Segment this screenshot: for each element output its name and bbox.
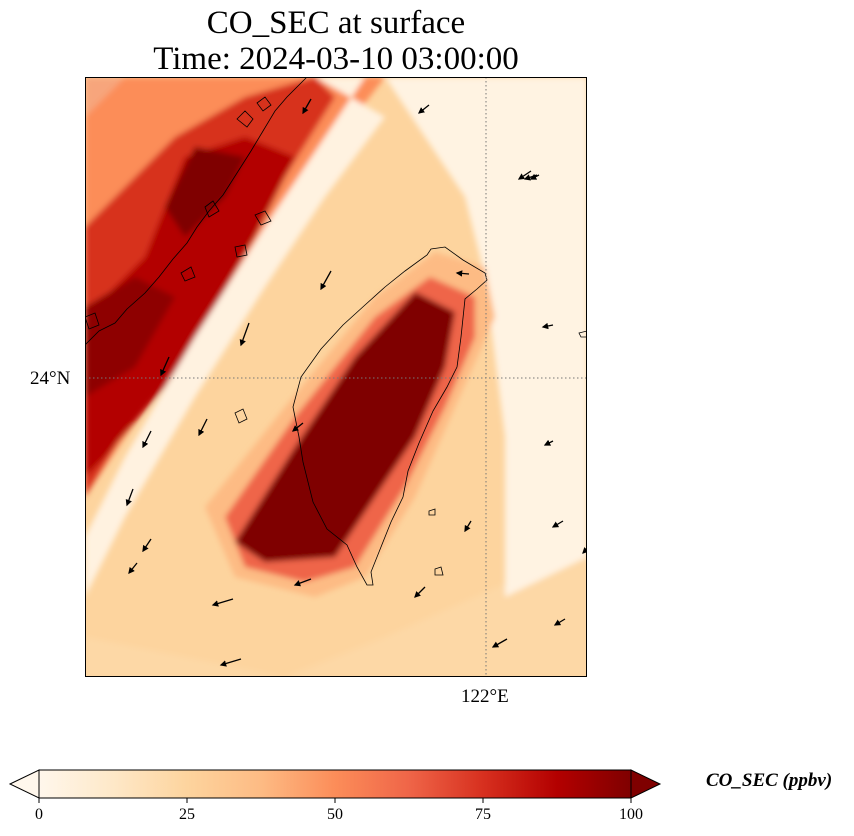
- wind-arrow: [128, 562, 138, 575]
- wind-arrow: [142, 538, 152, 553]
- wind-arrow: [320, 270, 332, 291]
- figure-title: CO_SEC at surface: [206, 5, 466, 41]
- wind-arrow: [464, 520, 472, 533]
- wind-arrow: [219, 658, 242, 667]
- concentration-field: [85, 77, 587, 677]
- wind-arrow: [417, 104, 430, 114]
- coastal-islands: [85, 96, 587, 576]
- field-region: [85, 77, 125, 117]
- field-region: [165, 147, 245, 237]
- lon-tick-label: 122°E: [461, 686, 509, 707]
- field-region: [385, 77, 587, 597]
- colorbar-tick-label: 100: [619, 806, 643, 823]
- wind-arrow: [302, 98, 312, 115]
- wind-arrow: [142, 430, 152, 449]
- field-region: [85, 547, 587, 677]
- colorbar-tick-label: 50: [327, 806, 343, 823]
- colorbar: [8, 769, 662, 803]
- field-region: [85, 77, 385, 597]
- field-region: [85, 277, 175, 397]
- wind-arrow: [553, 618, 566, 626]
- wind-vectors: [125, 98, 587, 667]
- lat-tick-label: 24°N: [30, 368, 71, 389]
- wind-arrow: [414, 586, 426, 598]
- wind-arrow: [291, 422, 304, 432]
- colorbar-extend-low: [8, 769, 40, 799]
- wind-arrow: [239, 322, 250, 347]
- map-plot: [85, 77, 587, 677]
- colorbar-tick-label: 75: [475, 806, 491, 823]
- wind-arrow: [551, 520, 564, 528]
- coastlines: [85, 77, 587, 586]
- wind-arrow: [541, 322, 554, 330]
- colorbar-extend-high: [630, 769, 662, 799]
- figure-subtitle-time: Time: 2024-03-10 03:00:00: [153, 41, 519, 77]
- colorbar-tick-label: 25: [179, 806, 195, 823]
- wind-arrow: [455, 270, 470, 277]
- taiwan-coastline: [292, 246, 488, 586]
- wind-arrow: [543, 439, 554, 446]
- colorbar-tick-label: 0: [35, 806, 43, 823]
- wind-arrow: [160, 356, 170, 377]
- map-frame: [85, 77, 587, 677]
- gridlines: [85, 77, 587, 677]
- field-region: [235, 292, 455, 562]
- map-panel: [85, 77, 587, 677]
- china-coastline: [85, 77, 308, 346]
- colorbar-tick-marks: [38, 798, 632, 803]
- wind-arrow: [211, 598, 234, 607]
- wind-arrow: [125, 488, 134, 507]
- wind-arrow: [491, 638, 508, 648]
- field-region: [85, 137, 295, 477]
- wind-arrow: [293, 578, 312, 587]
- wind-arrow: [198, 418, 208, 437]
- wind-arrow: [529, 173, 540, 180]
- colorbar-gradient: [38, 769, 632, 799]
- colorbar-label: CO_SEC (ppbv): [706, 770, 833, 791]
